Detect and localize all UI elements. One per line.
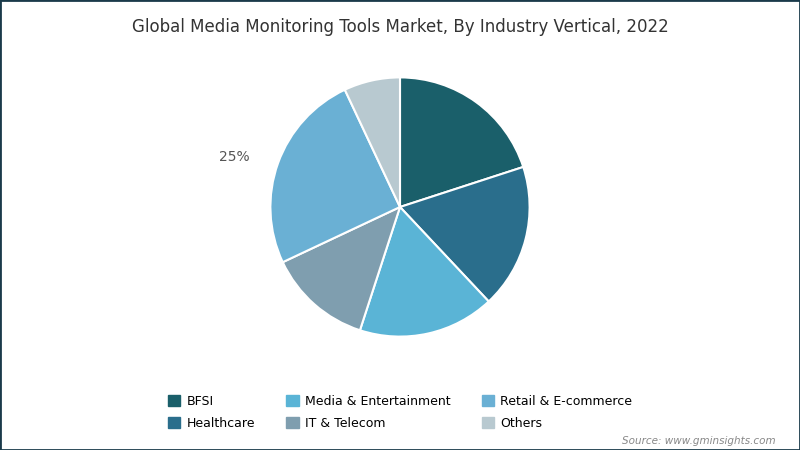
Text: Global Media Monitoring Tools Market, By Industry Vertical, 2022: Global Media Monitoring Tools Market, By… [132, 18, 668, 36]
Text: Source: www.gminsights.com: Source: www.gminsights.com [622, 436, 776, 446]
Text: 25%: 25% [218, 149, 250, 163]
Wedge shape [400, 77, 523, 207]
Legend: BFSI, Healthcare, Media & Entertainment, IT & Telecom, Retail & E-commerce, Othe: BFSI, Healthcare, Media & Entertainment,… [162, 390, 638, 435]
Wedge shape [345, 77, 400, 207]
Wedge shape [400, 167, 530, 302]
Wedge shape [360, 207, 489, 337]
Wedge shape [282, 207, 400, 330]
Wedge shape [270, 90, 400, 262]
